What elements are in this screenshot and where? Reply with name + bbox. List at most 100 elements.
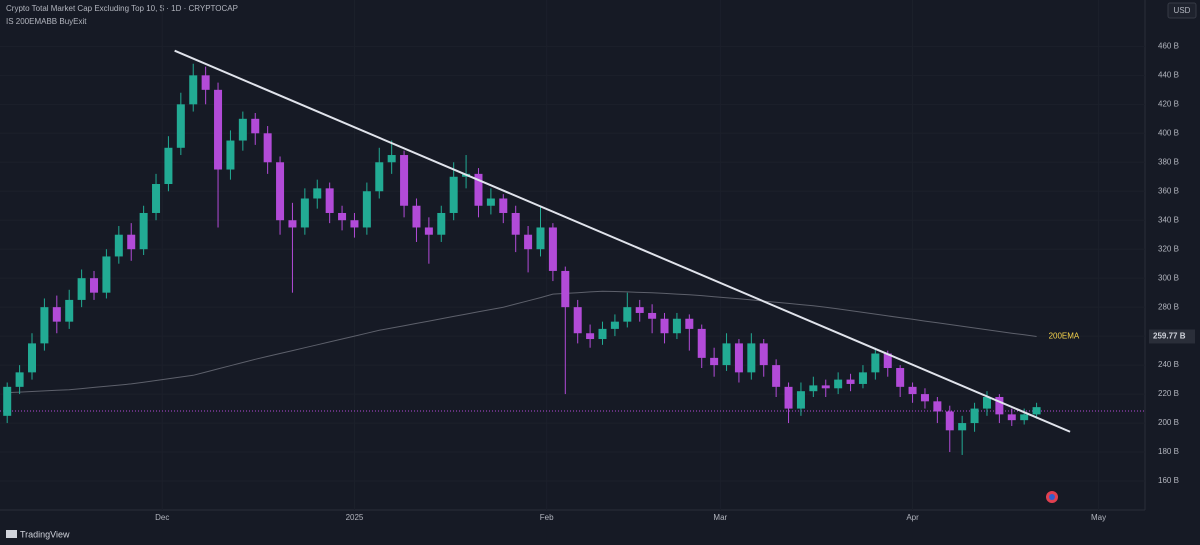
x-tick-label: 2025 — [346, 513, 364, 522]
candle-body — [945, 411, 954, 431]
candle-body — [511, 212, 520, 235]
candle-body — [424, 227, 433, 235]
candle-body — [251, 118, 260, 134]
candle-body — [970, 408, 979, 424]
candle-body — [846, 379, 855, 384]
candle-body — [908, 386, 917, 395]
y-tick-label: 220 B — [1158, 389, 1179, 398]
y-tick-label: 320 B — [1158, 244, 1179, 253]
candle-body — [65, 299, 74, 322]
y-tick-label: 300 B — [1158, 273, 1179, 282]
x-tick-label: Mar — [713, 513, 727, 522]
candle-body — [747, 343, 756, 373]
y-tick-label: 280 B — [1158, 302, 1179, 311]
candle-body — [238, 118, 247, 141]
candle-body — [28, 343, 37, 373]
candle-body — [871, 353, 880, 373]
candle-body — [412, 205, 421, 228]
candle-body — [710, 357, 719, 366]
candle-body — [77, 278, 86, 300]
candle-body — [759, 343, 768, 366]
candle-body — [276, 162, 285, 221]
candle-body — [660, 318, 669, 334]
ema-line — [7, 290, 1037, 394]
candle-body — [722, 343, 731, 366]
ema-name: 200EMA — [1049, 332, 1080, 341]
candle-body — [598, 328, 607, 340]
y-tick-label: 340 B — [1158, 215, 1179, 224]
y-tick-label: 440 B — [1158, 70, 1179, 79]
candle-body — [15, 372, 24, 387]
candle-body — [288, 220, 297, 228]
candle-body — [400, 155, 409, 206]
candle-body — [40, 307, 49, 344]
candle-body — [152, 184, 161, 213]
candle-body — [858, 372, 867, 384]
candle-body — [102, 256, 111, 293]
indicator-name: IS 200EMABB BuyExit — [6, 17, 87, 26]
candle-body — [387, 155, 396, 163]
candle-body — [648, 312, 657, 319]
candle-body — [672, 318, 681, 334]
candle-body — [350, 220, 359, 228]
candle-body — [176, 104, 185, 148]
candle-body — [313, 188, 322, 199]
candle-body — [561, 270, 570, 308]
candle-body — [920, 394, 929, 402]
candle-body — [796, 391, 805, 409]
currency-label[interactable]: USD — [1174, 6, 1191, 15]
candle-body — [524, 234, 533, 250]
currency-button[interactable] — [1167, 2, 1197, 19]
y-tick-label: 160 B — [1158, 476, 1179, 485]
trendline — [174, 49, 1071, 433]
candle-body — [201, 75, 210, 90]
event-icon-inner — [1049, 494, 1055, 500]
candle-body — [263, 133, 272, 163]
candle-body — [623, 307, 632, 322]
x-tick-label: Dec — [155, 513, 169, 522]
candle-body — [375, 162, 384, 192]
ema-value-tag — [1149, 329, 1195, 344]
candle-body — [437, 212, 446, 235]
x-tick-label: Apr — [906, 513, 919, 522]
y-tick-label: 360 B — [1158, 186, 1179, 195]
candle-body — [821, 385, 830, 389]
candle-body — [685, 318, 694, 329]
candle-body — [3, 386, 12, 416]
candle-body — [139, 212, 148, 250]
x-tick-label: May — [1091, 513, 1106, 522]
ema-value-label: 259.77 B — [1153, 332, 1186, 341]
candle-body — [127, 234, 136, 250]
candle-body — [982, 396, 991, 409]
brand-name: TradingView — [20, 529, 70, 539]
y-tick-label: 380 B — [1158, 157, 1179, 166]
candle-body — [809, 385, 818, 392]
candle-body — [933, 401, 942, 412]
candle-body — [548, 227, 557, 271]
candle-body — [486, 198, 495, 206]
candle-body — [896, 368, 905, 387]
candle-body — [784, 386, 793, 409]
candle-body — [834, 379, 843, 389]
y-tick-label: 240 B — [1158, 360, 1179, 369]
chart-title: Crypto Total Market Cap Excluding Top 10… — [6, 4, 238, 13]
candle-body — [586, 333, 595, 340]
candle-body — [449, 176, 458, 213]
candle-body — [958, 423, 967, 431]
candle-body — [610, 321, 619, 329]
candle-body — [214, 89, 223, 170]
candle-body — [90, 278, 99, 293]
candle-body — [325, 188, 334, 213]
y-tick-label: 460 B — [1158, 41, 1179, 50]
candle-body — [635, 307, 644, 313]
candle-body — [734, 343, 743, 373]
y-tick-label: 400 B — [1158, 128, 1179, 137]
candle-body — [114, 234, 123, 257]
y-tick-label: 200 B — [1158, 418, 1179, 427]
candle-body — [995, 396, 1004, 415]
y-tick-label: 420 B — [1158, 99, 1179, 108]
y-tick-label: 180 B — [1158, 447, 1179, 456]
